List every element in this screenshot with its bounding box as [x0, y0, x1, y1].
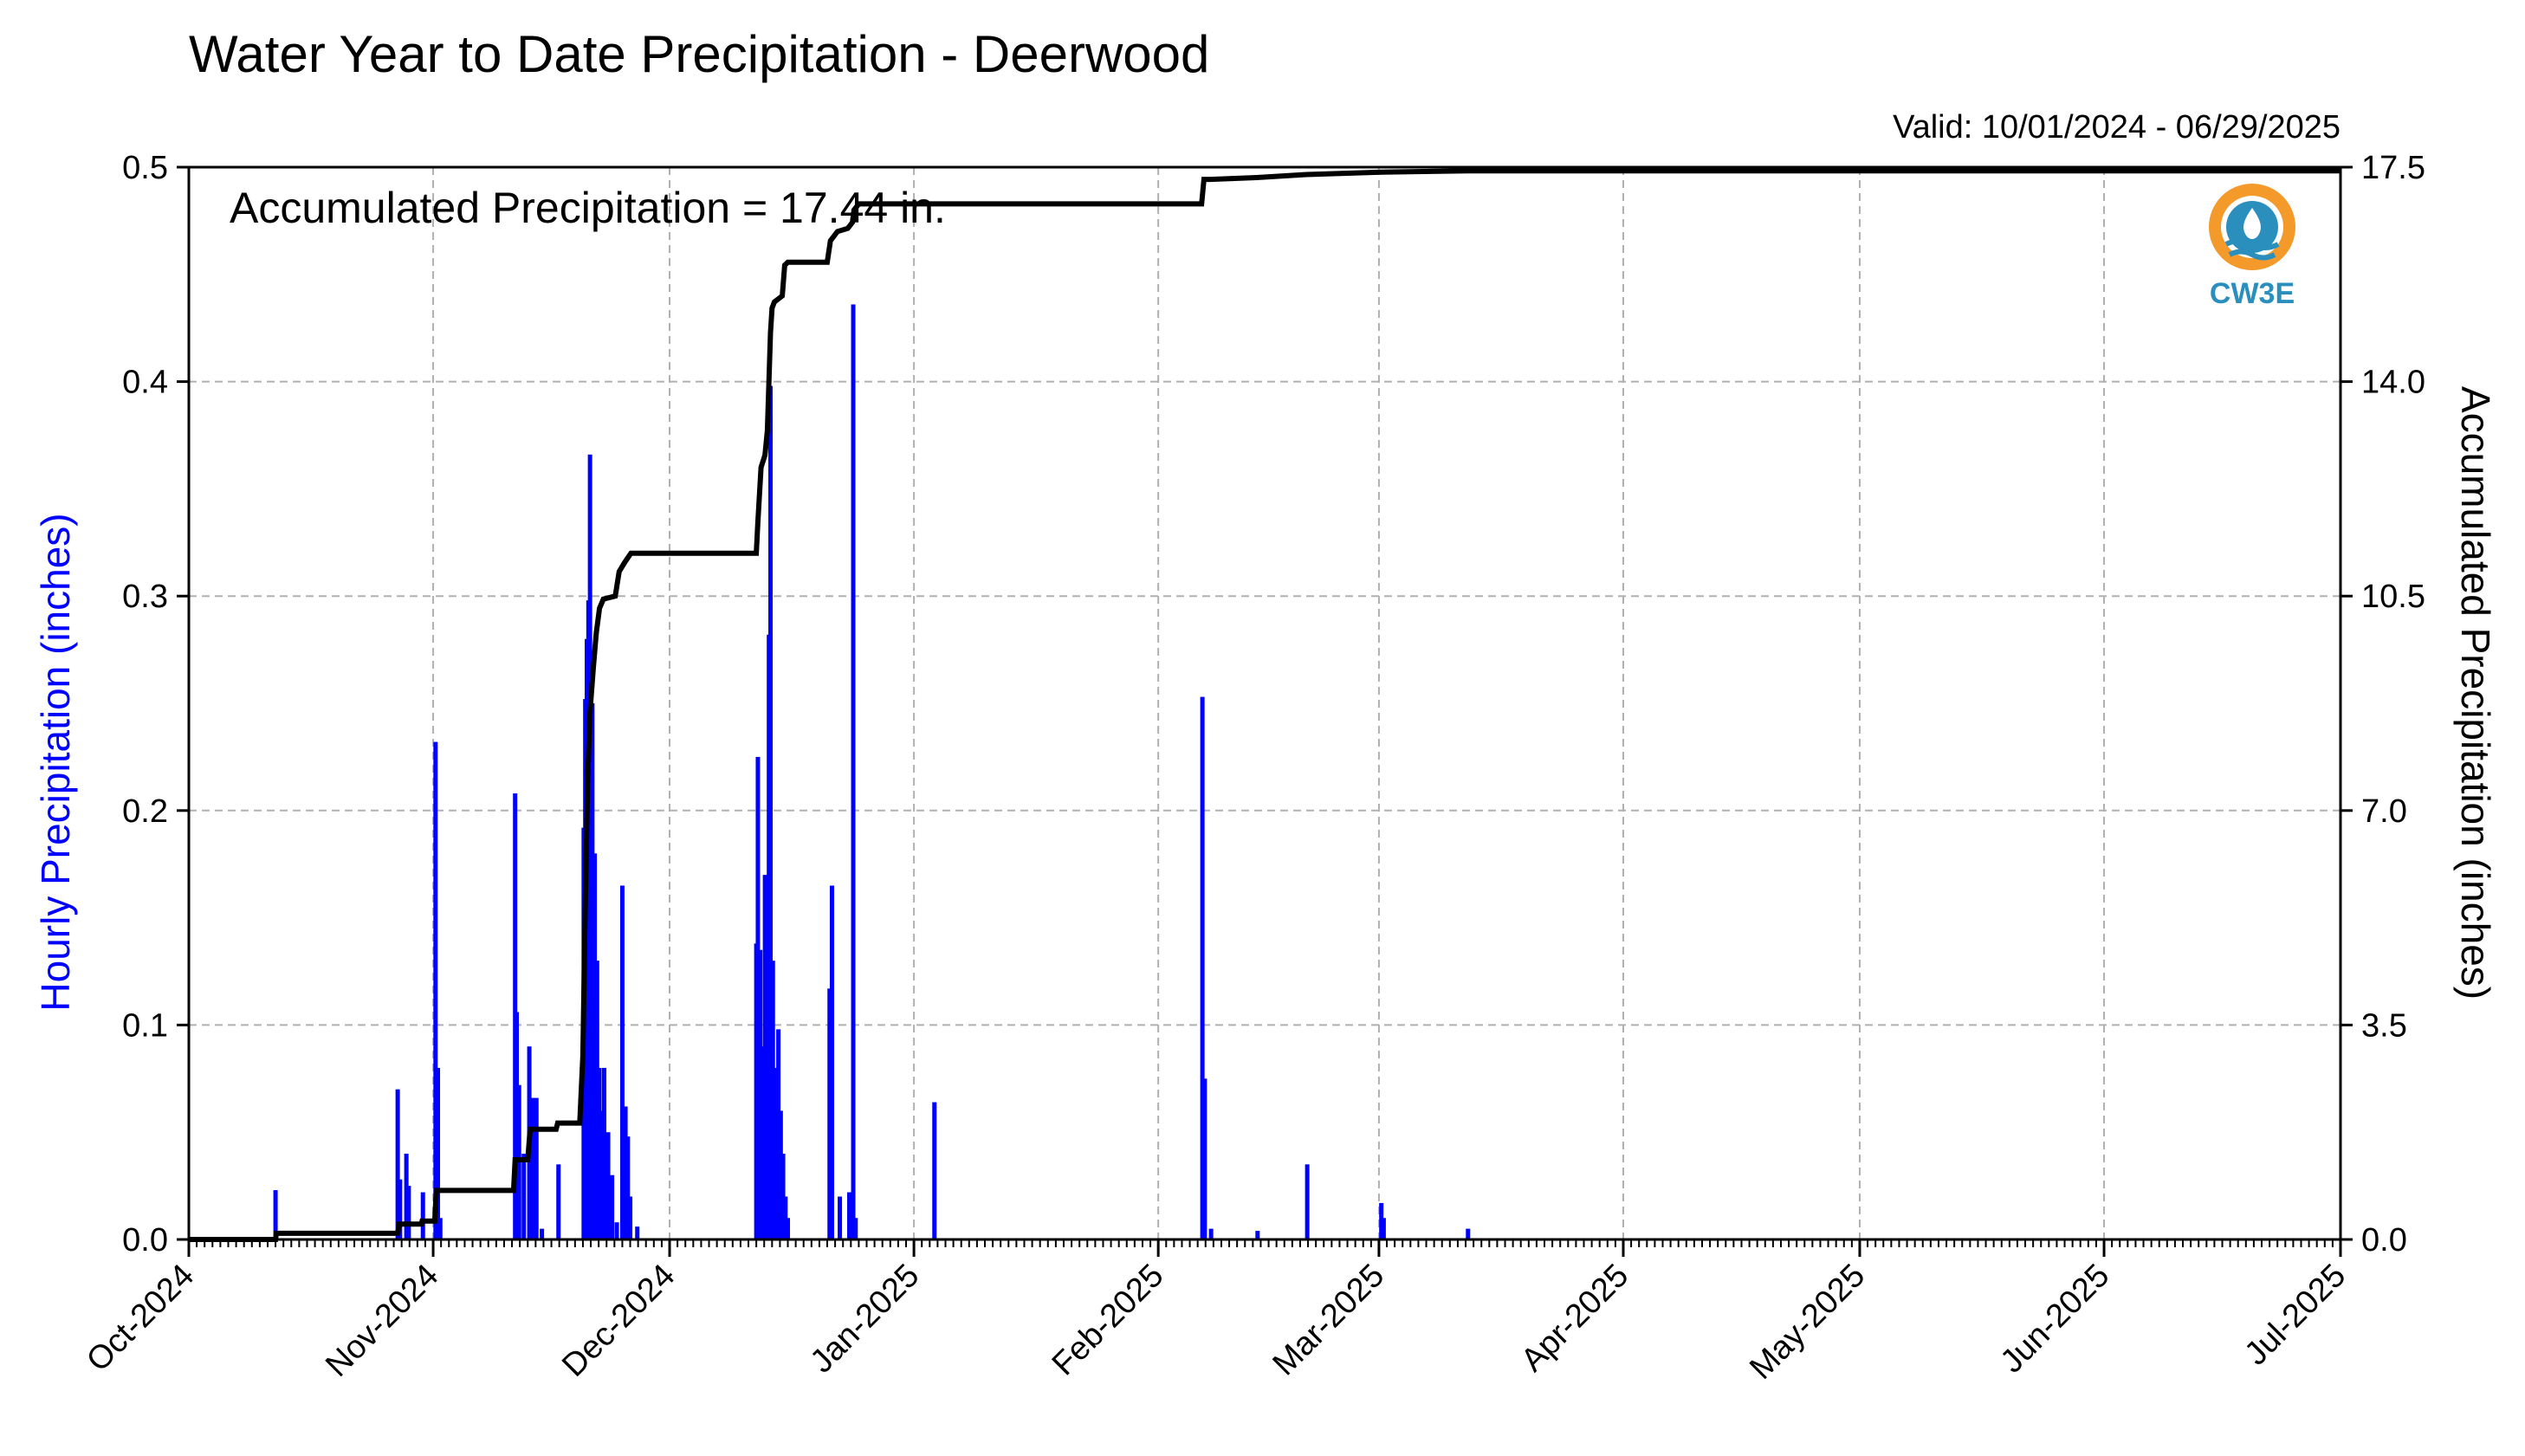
hourly-bar — [614, 1222, 619, 1239]
hourly-bar — [521, 1153, 527, 1239]
hourly-bar — [1379, 1202, 1384, 1239]
y-left-tick-label: 0.1 — [122, 1007, 168, 1044]
y-right-tick-label: 14.0 — [2361, 365, 2425, 401]
x-tick-label: Mar-2025 — [1266, 1258, 1392, 1383]
accumulated-annotation: Accumulated Precipitation = 17.44 in. — [230, 184, 946, 232]
x-tick-label: Dec-2024 — [555, 1258, 682, 1384]
x-tick-label: May-2025 — [1743, 1258, 1872, 1387]
hourly-bar — [758, 949, 763, 1239]
hourly-bar — [605, 1132, 611, 1239]
hourly-bar — [846, 1192, 851, 1239]
valid-date-range: Valid: 10/01/2024 - 06/29/2025 — [1893, 109, 2340, 146]
y-left-tick-label: 0.5 — [122, 150, 168, 186]
hourly-bar — [778, 1110, 783, 1239]
hourly-bar — [827, 988, 832, 1239]
chart-title: Water Year to Date Precipitation - Deerw… — [189, 25, 1209, 83]
y-right-tick-label: 10.5 — [2361, 579, 2425, 615]
y-left-tick-label: 0.3 — [122, 579, 168, 615]
hourly-bar — [1200, 696, 1205, 1239]
hourly-bar — [534, 1097, 539, 1239]
hourly-bar — [623, 1106, 628, 1239]
hourly-bar — [628, 1196, 633, 1239]
hourly-bar — [1208, 1228, 1214, 1239]
hourly-bar — [436, 1067, 441, 1239]
y-axis-left-label: Hourly Precipitation (inches) — [33, 513, 78, 1011]
hourly-bar — [395, 1089, 400, 1239]
hourly-bars — [273, 304, 1471, 1239]
hourly-bar — [590, 703, 595, 1239]
logo-drop-icon — [2243, 208, 2261, 239]
hourly-bar — [851, 304, 856, 1239]
hourly-bar — [1202, 1078, 1207, 1239]
hourly-bar — [1305, 1164, 1310, 1239]
hourly-bar — [1381, 1218, 1386, 1239]
hourly-bar — [406, 1186, 411, 1239]
hourly-bar — [597, 1067, 602, 1239]
hourly-bar — [594, 961, 599, 1239]
hourly-bar — [433, 741, 438, 1239]
hourly-bar — [764, 961, 769, 1239]
y-right-tick-label: 0.0 — [2361, 1222, 2407, 1259]
y-left-tick-label: 0.4 — [122, 365, 168, 401]
accumulated-line — [189, 168, 2340, 1242]
hourly-bar — [398, 1179, 403, 1239]
x-tick-label: Feb-2025 — [1046, 1258, 1171, 1383]
hourly-bar — [619, 885, 625, 1239]
hourly-bar — [776, 1029, 781, 1239]
y-left-tick-label: 0.2 — [122, 793, 168, 830]
y-left-tick-label: 0.0 — [122, 1222, 168, 1259]
hourly-bar — [530, 1097, 535, 1239]
hourly-bar — [625, 1136, 631, 1239]
grid — [189, 167, 2340, 1239]
hourly-bar — [420, 1192, 425, 1239]
x-tick-label: Jun-2025 — [1994, 1258, 2117, 1381]
hourly-bar — [773, 1067, 778, 1239]
hourly-bar — [587, 454, 592, 1239]
hourly-bar — [602, 1067, 607, 1239]
hourly-bar — [829, 885, 834, 1239]
hourly-bar — [540, 1228, 545, 1239]
plot-frame — [187, 165, 2342, 1241]
hourly-bar — [853, 1218, 858, 1239]
hourly-bar — [1255, 1231, 1260, 1239]
hourly-bar — [932, 1102, 937, 1239]
logo-text: CW3E — [2210, 277, 2295, 310]
cw3e-logo: CW3E — [2209, 184, 2295, 310]
x-tick-label: Oct-2024 — [80, 1258, 201, 1379]
hourly-bar — [515, 1012, 520, 1239]
hourly-bar — [786, 1218, 791, 1239]
y-axis-right-label: Accumulated Precipitation (inches) — [2453, 386, 2498, 1000]
y-right-tick-label: 3.5 — [2361, 1007, 2407, 1044]
hourly-bar — [599, 1110, 605, 1239]
hourly-bar — [1466, 1228, 1471, 1239]
hourly-bar — [556, 1164, 561, 1239]
x-tick-label: Apr-2025 — [1514, 1258, 1635, 1379]
y-right-tick-label: 17.5 — [2361, 150, 2425, 186]
hourly-bar — [404, 1153, 409, 1239]
hourly-bar — [437, 1218, 443, 1239]
axes: 0.0 0.1 0.2 0.3 0.4 0.5 0.0 3.5 7.0 10.5 14.0 17.5 O… — [80, 150, 2425, 1387]
hourly-bar — [767, 385, 773, 1239]
hourly-bar — [273, 1190, 278, 1239]
y-right-tick-label: 7.0 — [2361, 793, 2407, 830]
hourly-bar — [780, 1153, 786, 1239]
hourly-bar — [783, 1196, 788, 1239]
hourly-bar — [760, 1046, 765, 1239]
x-tick-label: Nov-2024 — [319, 1258, 445, 1384]
x-tick-label: Jul-2025 — [2238, 1258, 2353, 1373]
hourly-bar — [838, 1196, 843, 1239]
hourly-bar — [610, 1175, 615, 1239]
hourly-bar — [635, 1226, 640, 1239]
hourly-bar — [770, 961, 775, 1239]
hourly-bar — [592, 853, 598, 1239]
hourly-bar — [755, 756, 761, 1239]
x-tick-label: Jan-2025 — [804, 1258, 927, 1381]
